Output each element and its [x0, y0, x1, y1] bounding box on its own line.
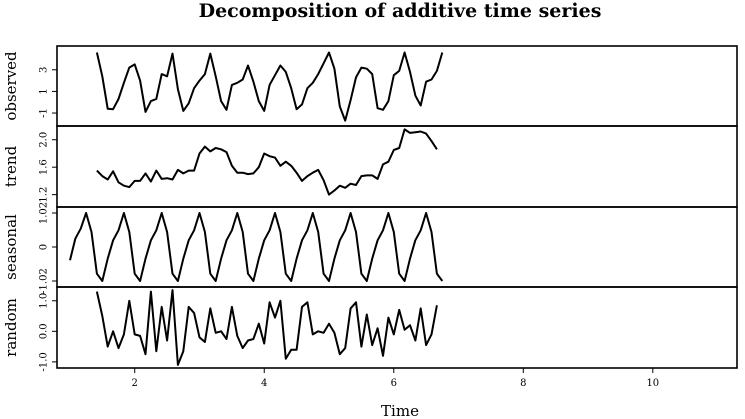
- random-panel-frame: [56, 286, 738, 369]
- xtick-label: 6: [391, 378, 397, 389]
- x-axis: 2 4 6 8 10: [132, 368, 659, 389]
- seasonal-panel-label: seasonal: [2, 214, 20, 280]
- trend-ytick-label: 1.2: [39, 187, 50, 203]
- trend-panel-label: trend: [2, 145, 20, 187]
- panel-seasonal: -1.02 0 1.02 seasonal: [2, 202, 738, 294]
- xtick-label: 4: [261, 378, 267, 389]
- xtick-label: 8: [520, 378, 526, 389]
- trend-series-line: [96, 128, 438, 196]
- seasonal-ytick-label: 1.02: [39, 202, 50, 224]
- random-panel-label: random: [2, 298, 20, 357]
- panel-trend: 1.2 1.6 2.0 trend: [2, 125, 738, 208]
- seasonal-series-line: [69, 212, 444, 282]
- seasonal-ytick-label: 0: [39, 244, 50, 250]
- random-ytick-label: 1.0: [39, 293, 50, 309]
- observed-ytick-label: -1: [39, 108, 50, 118]
- xtick-label: 2: [132, 378, 138, 389]
- observed-series-line: [95, 51, 444, 122]
- trend-ytick-label: 1.6: [39, 159, 50, 175]
- panel-observed: -1 1 3 observed: [2, 45, 738, 127]
- observed-ytick-label: 1: [39, 88, 50, 94]
- trend-ytick-label: 2.0: [39, 132, 50, 148]
- seasonal-ytick-label: -1.02: [39, 268, 50, 294]
- observed-ytick-label: 3: [39, 67, 50, 73]
- panel-random: -1.0 0.0 1.0 random: [2, 286, 738, 372]
- xtick-label: 10: [646, 378, 659, 389]
- random-series-line: [95, 289, 438, 366]
- x-axis-label: Time: [381, 402, 419, 419]
- random-ytick-label: 0.0: [39, 323, 50, 339]
- panels: -1 1 3 observed 1.2 1.6 2.0 trend -1.02 0 1.02 seas…: [2, 45, 738, 372]
- random-ytick-label: -1.0: [39, 352, 50, 371]
- trend-panel-frame: [56, 125, 738, 208]
- observed-panel-label: observed: [2, 51, 20, 121]
- chart-title: Decomposition of additive time series: [199, 0, 602, 22]
